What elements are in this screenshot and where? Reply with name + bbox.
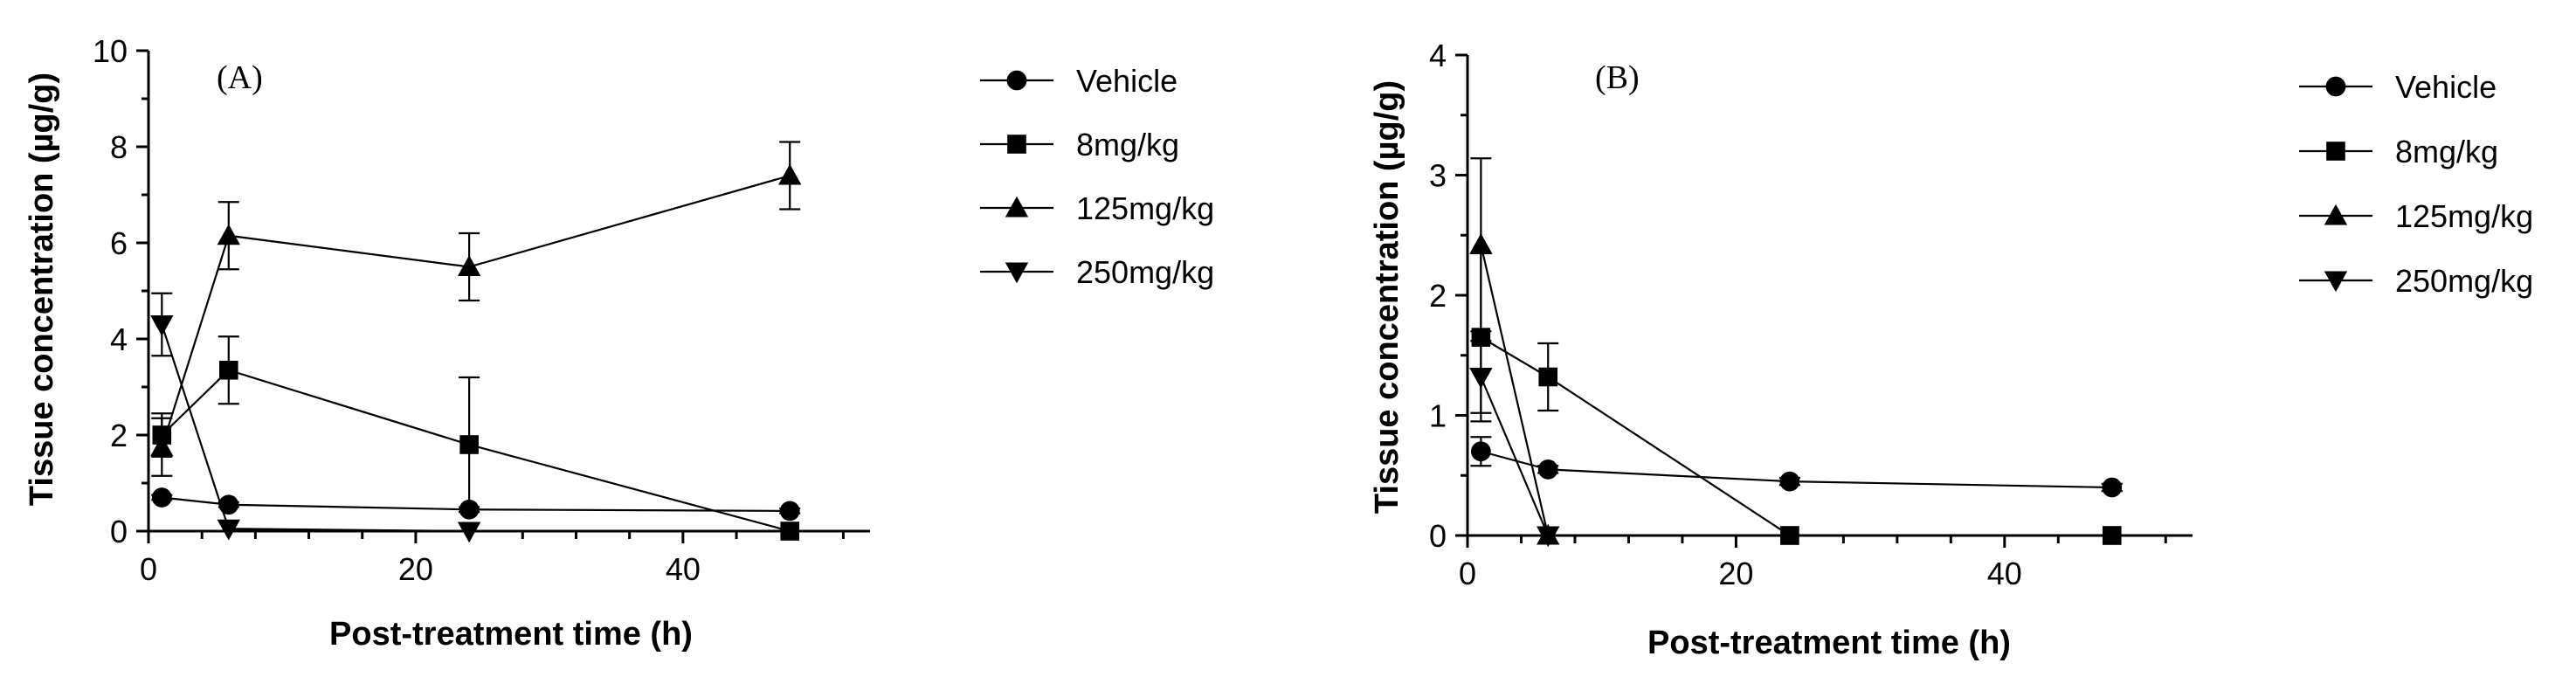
panel-b-legend-item-vehicle: Vehicle — [2299, 69, 2497, 105]
panel-b-point-vehicle — [2102, 477, 2123, 498]
panel-b-series-250mg-kg — [1469, 340, 1560, 548]
panel-a-legend: Vehicle 8mg/kg 125mg/kg 250mg/kg — [980, 63, 1214, 290]
panel-a-point-vehicle — [218, 494, 239, 515]
panel-b-series-line-125mg-kg — [1480, 245, 1550, 536]
panel-a-point-vehicle — [151, 487, 172, 508]
panel-a-legend-marker — [1005, 196, 1029, 218]
panel-a-point-125mg-kg — [457, 255, 481, 277]
panel-b-series-vehicle — [1470, 436, 2123, 498]
panel-b-letter: (B) — [1595, 59, 1640, 96]
panel-b-point-250mg-kg — [1469, 367, 1493, 389]
panel-b-legend-marker — [2324, 204, 2348, 225]
panel-b-x-tick-label: 20 — [1718, 556, 1753, 591]
panel-a-series-line-250mg-kg — [161, 324, 470, 533]
panel-a-series-250mg-kg — [150, 292, 481, 543]
panel-b-series-line-vehicle — [1481, 450, 2112, 489]
panel-b-legend-item-8mg-kg: 8mg/kg — [2299, 134, 2498, 169]
panel-a-chart: 0 2 4 6 8 10 0 20 40 (A) Post-treatment time (h)… — [24, 33, 1214, 653]
panel-b-legend-label: 125mg/kg — [2395, 198, 2533, 234]
panel-b-point-vehicle — [1537, 459, 1558, 480]
panel-a-letter: (A) — [217, 59, 263, 96]
panel-a-series-line-vehicle — [162, 496, 791, 513]
panel-a-legend-label: 8mg/kg — [1076, 127, 1179, 162]
panel-b-legend-marker — [2326, 142, 2345, 161]
panel-a-legend-item-8mg-kg: 8mg/kg — [980, 127, 1179, 162]
panel-b-y-tick-label: 3 — [1429, 158, 1447, 194]
panel-a-legend-item-250mg-kg: 250mg/kg — [980, 254, 1214, 290]
panel-b-y-tick-label: 2 — [1429, 278, 1447, 314]
panel-a-x-tick-label: 40 — [666, 551, 701, 587]
panel-b-legend-label: 8mg/kg — [2395, 134, 2498, 169]
panel-a-legend-item-vehicle: Vehicle — [980, 63, 1178, 99]
panel-a-series-line-8mg-kg — [161, 369, 791, 533]
panel-b-point-8mg-kg — [1538, 367, 1558, 387]
panel-b-series-125mg-kg — [1469, 157, 1560, 545]
panel-a-legend-label: 250mg/kg — [1076, 254, 1214, 290]
panel-b-point-vehicle — [1470, 441, 1491, 462]
panel-a-y-tick-label: 10 — [93, 33, 128, 69]
panel-b-legend-label: Vehicle — [2395, 69, 2497, 105]
panel-b-point-8mg-kg — [2102, 526, 2122, 545]
panel-a-point-125mg-kg — [150, 435, 174, 457]
panel-a-legend-label: 125mg/kg — [1076, 190, 1214, 226]
panel-b-x-tick-label: 40 — [1987, 556, 2022, 591]
panel-a-point-250mg-kg — [217, 519, 240, 541]
panel-a-y-axis-label: Tissue concentration (µg/g) — [24, 73, 60, 506]
panel-a-y-tick-label: 8 — [110, 129, 128, 165]
panel-b-series-line-8mg-kg — [1480, 336, 2112, 537]
panel-a-y-tick-label: 4 — [110, 321, 128, 357]
panel-b-x-axis-label: Post-treatment time (h) — [1647, 625, 2011, 661]
panel-a-legend-marker — [1006, 70, 1027, 91]
panel-a-point-250mg-kg — [150, 314, 174, 336]
panel-b-point-8mg-kg — [1780, 526, 1799, 545]
panel-a-legend-marker — [1007, 135, 1026, 154]
panel-a-x-axis-label: Post-treatment time (h) — [329, 616, 693, 653]
panel-a-series-line-125mg-kg — [161, 174, 791, 448]
panel-a-series-125mg-kg — [150, 141, 802, 477]
panel-a-plot-area: 0 2 4 6 8 10 0 20 40 — [93, 33, 870, 587]
panel-a-legend-label: Vehicle — [1076, 63, 1178, 99]
panel-b-legend-label: 250mg/kg — [2395, 263, 2533, 299]
panel-a-point-8mg-kg — [780, 522, 800, 541]
panel-a-legend-marker — [1005, 262, 1029, 284]
panel-b-point-vehicle — [1779, 471, 1800, 492]
panel-b-legend-marker — [2325, 76, 2346, 97]
panel-b-series-line-250mg-kg — [1480, 377, 1550, 536]
panel-a-x-tick-label: 0 — [140, 551, 157, 587]
panel-b-y-tick-label: 4 — [1429, 38, 1447, 73]
panel-b-point-250mg-kg — [1537, 526, 1560, 548]
panel-b-legend-marker — [2324, 271, 2348, 293]
panel-a-point-125mg-kg — [778, 163, 802, 185]
panel-a-point-8mg-kg — [459, 435, 479, 454]
panel-a-point-250mg-kg — [457, 522, 481, 543]
panel-b-y-tick-label: 0 — [1429, 518, 1447, 554]
panel-a-point-125mg-kg — [217, 224, 240, 245]
panel-b-point-8mg-kg — [1471, 328, 1491, 347]
panel-a-point-8mg-kg — [218, 360, 238, 380]
panel-b-point-125mg-kg — [1469, 233, 1493, 254]
panel-b-y-axis-label: Tissue concentration (µg/g) — [1369, 80, 1405, 514]
panel-a-series-vehicle — [151, 487, 801, 522]
panel-b-legend: Vehicle 8mg/kg 125mg/kg 250mg/kg — [2299, 69, 2533, 299]
panel-a-y-tick-label: 2 — [110, 418, 128, 453]
panel-b-legend-item-125mg-kg: 125mg/kg — [2299, 198, 2533, 234]
panel-b-y-tick-label: 1 — [1429, 398, 1447, 434]
panel-a-y-tick-label: 0 — [110, 514, 128, 549]
panel-a-x-tick-label: 20 — [398, 551, 433, 587]
panel-b-legend-item-250mg-kg: 250mg/kg — [2299, 263, 2533, 299]
panel-a-legend-item-125mg-kg: 125mg/kg — [980, 190, 1214, 226]
panel-b-x-tick-label: 0 — [1459, 556, 1476, 591]
panel-a-y-tick-label: 6 — [110, 225, 128, 261]
panel-a-point-vehicle — [779, 501, 800, 522]
panel-b-series-8mg-kg — [1470, 252, 2122, 545]
